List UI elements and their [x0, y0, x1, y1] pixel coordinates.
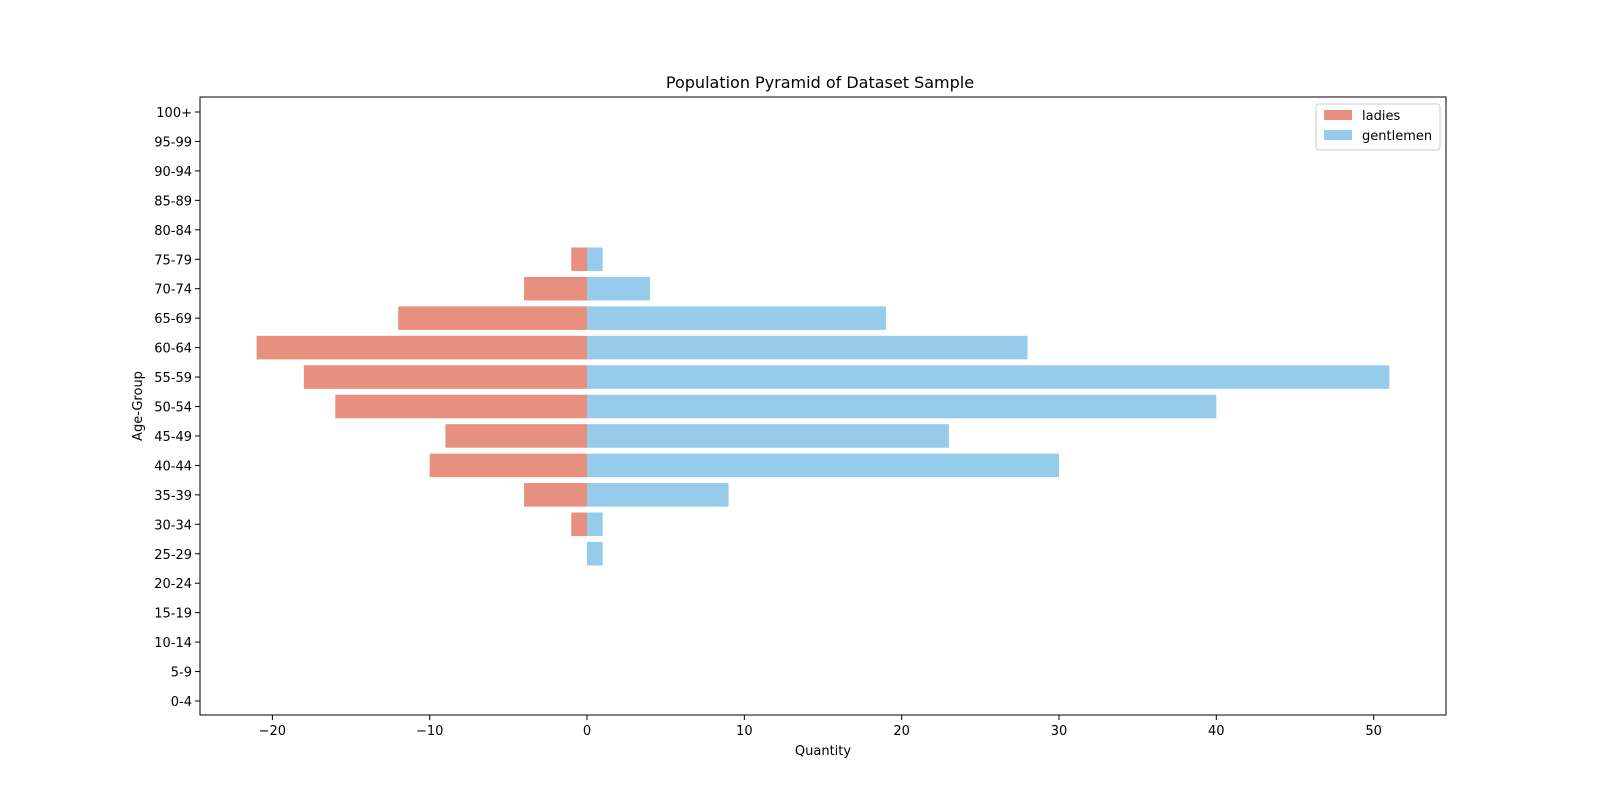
- y-tick-label: 55-59: [154, 371, 192, 386]
- y-tick-label: 50-54: [154, 401, 192, 416]
- bar-ladies-30-34: [571, 512, 588, 537]
- y-tick-label: 65-69: [154, 312, 192, 327]
- legend-swatch-ladies: [1324, 110, 1352, 120]
- y-tick-label: 100+: [156, 106, 192, 121]
- y-tick-label: 40-44: [154, 459, 192, 474]
- x-axis: −20 −10 0 10 20 30 40 50: [259, 715, 1382, 739]
- bar-ladies-55-59: [303, 365, 588, 389]
- x-tick-label: 30: [1051, 724, 1068, 739]
- x-tick-label: 10: [736, 724, 753, 739]
- y-tick-label: 5-9: [171, 666, 192, 681]
- legend-label-ladies: ladies: [1362, 109, 1400, 124]
- x-axis-title: Quantity: [795, 744, 851, 759]
- bar-gentlemen-55-59: [587, 365, 1390, 389]
- bar-gentlemen-70-74: [587, 276, 650, 301]
- bar-gentlemen-50-54: [587, 394, 1217, 419]
- y-axis: 0-4 5-9 10-14 15-19 20-24 25-29 30-34 35-39 40-4…: [154, 106, 200, 710]
- bar-ladies-75-79: [571, 247, 588, 272]
- y-tick-label: 15-19: [154, 607, 192, 622]
- y-tick-label: 25-29: [154, 548, 192, 563]
- y-tick-label: 90-94: [154, 165, 192, 180]
- x-tick-label: −20: [259, 724, 286, 739]
- bar-gentlemen-65-69: [587, 306, 886, 330]
- y-tick-label: 35-39: [154, 489, 192, 504]
- x-tick-label: 50: [1365, 724, 1382, 739]
- bar-ladies-60-64: [256, 335, 588, 360]
- x-tick-label: 20: [893, 724, 910, 739]
- legend-swatch-gentlemen: [1324, 130, 1352, 140]
- y-tick-label: 95-99: [154, 135, 192, 150]
- y-tick-label: 30-34: [154, 518, 192, 533]
- bars-layer: [256, 247, 1390, 566]
- bar-gentlemen-40-44: [587, 453, 1059, 478]
- y-tick-label: 80-84: [154, 224, 192, 239]
- x-tick-label: −10: [416, 724, 443, 739]
- y-tick-label: 20-24: [154, 577, 192, 592]
- bar-gentlemen-75-79: [587, 247, 603, 272]
- y-tick-label: 85-89: [154, 194, 192, 209]
- y-tick-label: 0-4: [171, 695, 192, 710]
- bar-ladies-50-54: [335, 394, 588, 419]
- y-tick-label: 45-49: [154, 430, 192, 445]
- bar-gentlemen-25-29: [587, 541, 603, 566]
- y-tick-label: 75-79: [154, 253, 192, 268]
- y-tick-label: 70-74: [154, 283, 192, 298]
- legend: ladies gentlemen: [1315, 103, 1441, 151]
- legend-label-gentlemen: gentlemen: [1362, 129, 1432, 144]
- bar-gentlemen-30-34: [587, 512, 603, 537]
- bar-ladies-65-69: [398, 306, 588, 330]
- bar-gentlemen-60-64: [587, 335, 1028, 360]
- bar-gentlemen-35-39: [587, 483, 729, 507]
- x-tick-label: 40: [1208, 724, 1225, 739]
- x-tick-label: 0: [583, 724, 591, 739]
- y-axis-title: Age-Group: [131, 371, 146, 441]
- y-tick-label: 10-14: [154, 636, 192, 651]
- bar-ladies-35-39: [524, 483, 588, 507]
- bar-gentlemen-45-49: [587, 424, 949, 448]
- bar-ladies-40-44: [429, 453, 588, 478]
- bar-ladies-45-49: [445, 424, 588, 448]
- y-tick-label: 60-64: [154, 342, 192, 357]
- chart-title: Population Pyramid of Dataset Sample: [666, 73, 974, 92]
- bar-ladies-70-74: [524, 276, 588, 301]
